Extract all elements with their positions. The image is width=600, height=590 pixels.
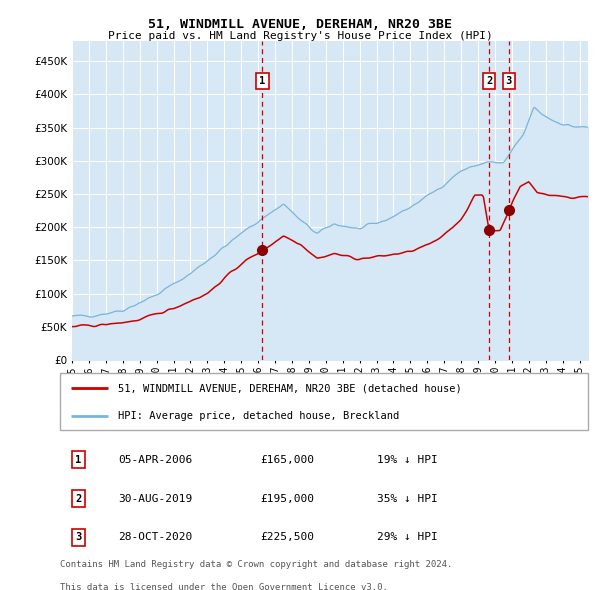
Text: HPI: Average price, detached house, Breckland: HPI: Average price, detached house, Brec… [118, 411, 400, 421]
Text: 3: 3 [76, 533, 82, 542]
Text: 29% ↓ HPI: 29% ↓ HPI [377, 533, 437, 542]
Text: £165,000: £165,000 [260, 455, 314, 464]
FancyBboxPatch shape [60, 373, 588, 430]
Text: 05-APR-2006: 05-APR-2006 [118, 455, 193, 464]
Text: Contains HM Land Registry data © Crown copyright and database right 2024.: Contains HM Land Registry data © Crown c… [60, 560, 452, 569]
Text: 28-OCT-2020: 28-OCT-2020 [118, 533, 193, 542]
Text: £225,500: £225,500 [260, 533, 314, 542]
Text: 19% ↓ HPI: 19% ↓ HPI [377, 455, 437, 464]
Text: Price paid vs. HM Land Registry's House Price Index (HPI): Price paid vs. HM Land Registry's House … [107, 31, 493, 41]
Text: 2: 2 [76, 494, 82, 503]
Text: 35% ↓ HPI: 35% ↓ HPI [377, 494, 437, 503]
Text: 51, WINDMILL AVENUE, DEREHAM, NR20 3BE: 51, WINDMILL AVENUE, DEREHAM, NR20 3BE [148, 18, 452, 31]
Text: 1: 1 [76, 455, 82, 464]
Text: 51, WINDMILL AVENUE, DEREHAM, NR20 3BE (detached house): 51, WINDMILL AVENUE, DEREHAM, NR20 3BE (… [118, 384, 462, 393]
Text: 1: 1 [259, 76, 266, 86]
Text: 30-AUG-2019: 30-AUG-2019 [118, 494, 193, 503]
Text: This data is licensed under the Open Government Licence v3.0.: This data is licensed under the Open Gov… [60, 583, 388, 590]
Text: 3: 3 [506, 76, 512, 86]
Text: 2: 2 [486, 76, 493, 86]
Text: £195,000: £195,000 [260, 494, 314, 503]
